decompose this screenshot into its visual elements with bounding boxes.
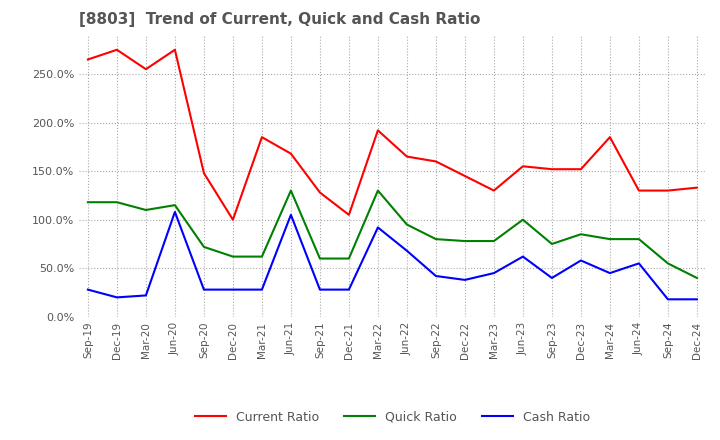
Current Ratio xyxy=(315,190,324,195)
Line: Cash Ratio: Cash Ratio xyxy=(88,212,697,299)
Cash Ratio xyxy=(112,295,121,300)
Quick Ratio xyxy=(374,188,382,193)
Legend: Current Ratio, Quick Ratio, Cash Ratio: Current Ratio, Quick Ratio, Cash Ratio xyxy=(189,406,595,429)
Current Ratio xyxy=(287,151,295,156)
Line: Current Ratio: Current Ratio xyxy=(88,50,697,220)
Line: Quick Ratio: Quick Ratio xyxy=(88,191,697,278)
Quick Ratio xyxy=(258,254,266,259)
Cash Ratio xyxy=(402,248,411,253)
Cash Ratio xyxy=(258,287,266,292)
Quick Ratio xyxy=(171,202,179,208)
Current Ratio xyxy=(84,57,92,62)
Quick Ratio xyxy=(461,238,469,244)
Current Ratio xyxy=(142,66,150,72)
Quick Ratio xyxy=(112,200,121,205)
Current Ratio xyxy=(258,135,266,140)
Cash Ratio xyxy=(199,287,208,292)
Current Ratio xyxy=(664,188,672,193)
Current Ratio xyxy=(461,173,469,179)
Cash Ratio xyxy=(142,293,150,298)
Quick Ratio xyxy=(693,275,701,281)
Quick Ratio xyxy=(518,217,527,222)
Current Ratio xyxy=(112,47,121,52)
Current Ratio xyxy=(199,170,208,176)
Cash Ratio xyxy=(634,261,643,266)
Cash Ratio xyxy=(461,277,469,282)
Current Ratio xyxy=(402,154,411,159)
Current Ratio xyxy=(518,164,527,169)
Current Ratio xyxy=(228,217,237,222)
Quick Ratio xyxy=(345,256,354,261)
Cash Ratio xyxy=(518,254,527,259)
Cash Ratio xyxy=(345,287,354,292)
Quick Ratio xyxy=(287,188,295,193)
Current Ratio xyxy=(490,188,498,193)
Text: [8803]  Trend of Current, Quick and Cash Ratio: [8803] Trend of Current, Quick and Cash … xyxy=(79,12,480,27)
Cash Ratio xyxy=(84,287,92,292)
Quick Ratio xyxy=(228,254,237,259)
Quick Ratio xyxy=(634,236,643,242)
Current Ratio xyxy=(431,159,440,164)
Quick Ratio xyxy=(402,222,411,227)
Cash Ratio xyxy=(228,287,237,292)
Current Ratio xyxy=(171,47,179,52)
Cash Ratio xyxy=(315,287,324,292)
Cash Ratio xyxy=(490,271,498,276)
Cash Ratio xyxy=(171,209,179,215)
Cash Ratio xyxy=(664,297,672,302)
Cash Ratio xyxy=(606,271,614,276)
Cash Ratio xyxy=(548,275,557,281)
Current Ratio xyxy=(606,135,614,140)
Cash Ratio xyxy=(431,273,440,279)
Quick Ratio xyxy=(315,256,324,261)
Quick Ratio xyxy=(664,261,672,266)
Quick Ratio xyxy=(606,236,614,242)
Quick Ratio xyxy=(577,231,585,237)
Quick Ratio xyxy=(548,241,557,246)
Quick Ratio xyxy=(142,207,150,213)
Quick Ratio xyxy=(490,238,498,244)
Current Ratio xyxy=(577,167,585,172)
Quick Ratio xyxy=(431,236,440,242)
Current Ratio xyxy=(374,128,382,133)
Quick Ratio xyxy=(199,244,208,249)
Cash Ratio xyxy=(577,258,585,263)
Current Ratio xyxy=(634,188,643,193)
Cash Ratio xyxy=(374,225,382,230)
Cash Ratio xyxy=(693,297,701,302)
Quick Ratio xyxy=(84,200,92,205)
Current Ratio xyxy=(693,185,701,190)
Current Ratio xyxy=(345,212,354,217)
Current Ratio xyxy=(548,167,557,172)
Cash Ratio xyxy=(287,212,295,217)
